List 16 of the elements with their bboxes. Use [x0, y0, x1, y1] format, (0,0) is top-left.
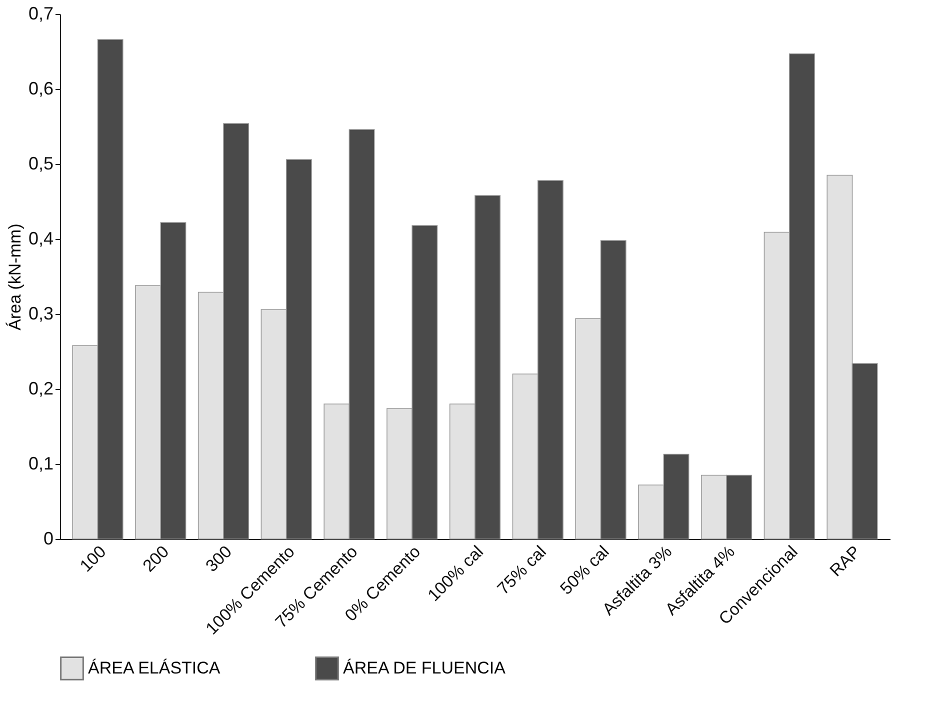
y-tick-label: 0,5: [28, 154, 54, 174]
y-tick-label: 0,3: [28, 304, 54, 324]
x-tick-label: 75% cal: [494, 542, 550, 598]
y-axis-title: Área (kN-mm): [5, 224, 24, 330]
y-tick-label: 0,1: [28, 454, 54, 474]
y-tick-label: 0,4: [28, 228, 54, 248]
y-tick-label: 0: [43, 528, 54, 548]
legend-label: ÁREA ELÁSTICA: [88, 658, 221, 678]
x-tick-label: 300: [202, 542, 236, 576]
legend-label: ÁREA DE FLUENCIA: [343, 658, 506, 678]
y-tick-label: 0,7: [28, 4, 54, 24]
y-tick-label: 0,2: [28, 378, 54, 398]
y-tick-label: 0,6: [28, 78, 54, 98]
x-tick-label: 50% cal: [556, 542, 613, 598]
x-tick-label: 200: [139, 542, 173, 576]
x-tick-label: 100: [76, 542, 110, 576]
